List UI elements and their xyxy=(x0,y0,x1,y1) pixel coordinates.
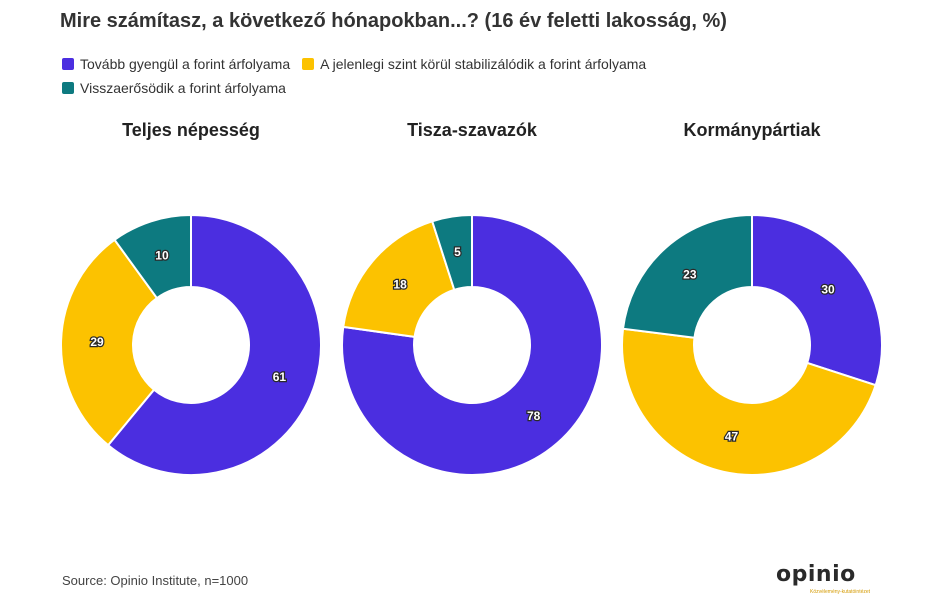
data-label-total-weakens: 61 xyxy=(273,370,287,384)
donut-charts: 61 29 10 78 18 5 30 47 23 xyxy=(60,213,883,476)
legend-swatch-strengthens xyxy=(62,82,74,94)
slice-tisza-stabilizes xyxy=(342,219,456,339)
legend-item-stabilizes: A jelenlegi szint körül stabilizálódik a… xyxy=(302,56,646,72)
legend-label-weakens: Tovább gyengül a forint árfolyama xyxy=(80,56,291,72)
slice-total-weakens xyxy=(106,213,322,476)
data-label-government-stabilizes: 47 xyxy=(725,430,739,444)
legend-item-weakens: Tovább gyengül a forint árfolyama xyxy=(62,56,290,72)
legend-label-stabilizes: A jelenlegi szint körül stabilizálódik a… xyxy=(320,56,647,72)
data-label-total-strengthens: 10 xyxy=(155,249,169,263)
source-note: Source: Opinio Institute, n=1000 xyxy=(62,573,249,588)
panel-title-tisza: Tisza-szavazók xyxy=(407,120,537,140)
data-label-tisza-weakens: 78 xyxy=(527,409,541,423)
data-label-government-strengthens: 23 xyxy=(683,267,697,281)
legend-label-strengthens: Visszaerősödik a forint árfolyama xyxy=(80,80,286,96)
data-label-government-weakens: 30 xyxy=(821,283,835,297)
logo-tagline: Közvélemény-kutatóintézet xyxy=(810,589,871,595)
slice-tisza-weakens xyxy=(341,213,603,476)
panel-title-government: Kormánypártiak xyxy=(683,120,821,140)
data-label-tisza-stabilizes: 18 xyxy=(393,277,407,291)
data-label-tisza-strengthens: 5 xyxy=(454,245,461,259)
slice-tisza-strengthens xyxy=(430,213,473,292)
slice-government-strengthens xyxy=(621,213,753,339)
slice-government-stabilizes xyxy=(621,327,877,476)
logo-text: opinio xyxy=(776,562,856,587)
panel-title-total: Teljes népesség xyxy=(122,120,260,140)
data-label-total-stabilizes: 29 xyxy=(90,335,104,349)
chart-title: Mire számítasz, a következő hónapokban..… xyxy=(60,10,727,32)
legend-item-strengthens: Visszaerősödik a forint árfolyama xyxy=(62,80,286,96)
opinio-logo: opinio Közvélemény-kutatóintézet xyxy=(776,562,870,595)
slice-government-weakens xyxy=(751,213,883,387)
slice-total-strengthens xyxy=(113,213,192,300)
slice-total-stabilizes xyxy=(60,238,159,447)
legend-swatch-weakens xyxy=(62,58,74,70)
legend: Tovább gyengül a forint árfolyama A jele… xyxy=(62,52,902,100)
legend-swatch-stabilizes xyxy=(302,58,315,70)
